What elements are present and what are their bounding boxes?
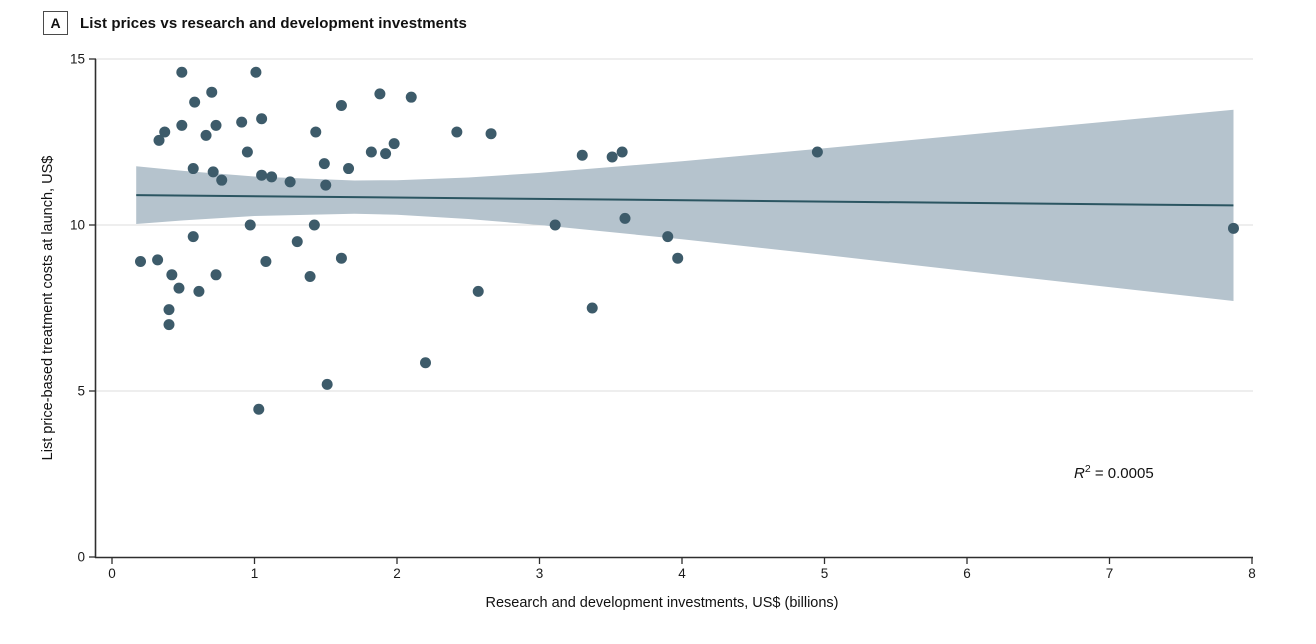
data-point <box>318 158 330 170</box>
data-point <box>189 96 201 108</box>
data-point <box>451 126 463 138</box>
data-point <box>187 231 199 243</box>
data-point <box>163 319 175 331</box>
data-point <box>173 282 185 294</box>
data-point <box>304 270 316 282</box>
data-point <box>250 66 262 78</box>
data-point <box>308 219 320 231</box>
data-point <box>153 134 165 146</box>
x-tick-label: 6 <box>963 566 971 581</box>
data-point <box>485 128 497 140</box>
data-point <box>216 174 228 186</box>
r-squared-value: = 0.0005 <box>1090 465 1154 482</box>
data-point <box>193 285 205 297</box>
panel-title: List prices vs research and development … <box>80 14 467 32</box>
panel-header: A List prices vs research and developmen… <box>43 11 467 35</box>
data-point <box>405 91 417 103</box>
data-point <box>152 254 164 266</box>
data-point <box>284 176 296 188</box>
data-point <box>260 256 272 268</box>
data-point <box>266 171 278 183</box>
data-point <box>256 113 268 125</box>
data-point <box>176 119 188 131</box>
x-tick-label: 8 <box>1248 566 1256 581</box>
x-axis-title: Research and development investments, US… <box>485 595 839 611</box>
x-tick-label: 5 <box>821 566 829 581</box>
data-point <box>335 252 347 264</box>
data-point <box>206 86 218 98</box>
data-point <box>586 302 598 314</box>
y-tick-label: 5 <box>77 384 85 399</box>
x-tick-label: 7 <box>1106 566 1114 581</box>
x-tick-label: 3 <box>536 566 544 581</box>
y-tick-label: 0 <box>77 550 85 565</box>
confidence-band <box>136 109 1234 301</box>
data-point <box>236 116 248 128</box>
data-point <box>1227 222 1239 234</box>
data-point <box>241 146 253 158</box>
y-tick-label: 15 <box>70 52 85 67</box>
data-point <box>374 88 386 100</box>
data-point <box>335 99 347 111</box>
data-point <box>166 269 178 281</box>
data-point <box>380 148 392 160</box>
r-squared-annotation: R2 = 0.0005 <box>1074 463 1154 482</box>
data-point <box>163 304 175 316</box>
x-tick-label: 2 <box>393 566 401 581</box>
data-point <box>253 403 265 415</box>
data-point <box>256 169 268 181</box>
data-point <box>310 126 322 138</box>
data-point <box>811 146 823 158</box>
data-point <box>200 129 212 141</box>
data-point <box>420 357 431 369</box>
panel-label: A <box>43 11 68 35</box>
data-point <box>343 163 355 175</box>
data-point <box>549 219 561 231</box>
data-point <box>176 66 188 78</box>
data-point <box>210 119 222 131</box>
data-point <box>210 269 222 281</box>
x-tick-label: 1 <box>251 566 259 581</box>
data-point <box>606 151 618 163</box>
data-point <box>135 256 146 268</box>
data-point <box>616 146 628 158</box>
y-axis-title: List price-based treatment costs at laun… <box>40 155 56 461</box>
data-point <box>159 126 171 138</box>
data-point <box>207 166 219 178</box>
data-point <box>187 163 199 175</box>
x-tick-label: 0 <box>108 566 116 581</box>
x-tick-label: 4 <box>678 566 686 581</box>
data-point <box>672 252 684 264</box>
data-point <box>365 146 377 158</box>
r-squared-exponent: 2 <box>1084 463 1091 475</box>
data-point <box>291 236 303 248</box>
data-point <box>244 219 256 231</box>
data-point <box>472 285 484 297</box>
data-point <box>321 378 333 390</box>
data-point <box>388 138 400 150</box>
regression-line <box>136 194 1234 207</box>
data-point <box>662 231 674 243</box>
data-point <box>576 149 588 161</box>
r-squared-symbol: R <box>1074 465 1085 482</box>
data-point <box>320 179 332 191</box>
data-point <box>619 212 631 224</box>
y-tick-label: 10 <box>70 218 85 233</box>
